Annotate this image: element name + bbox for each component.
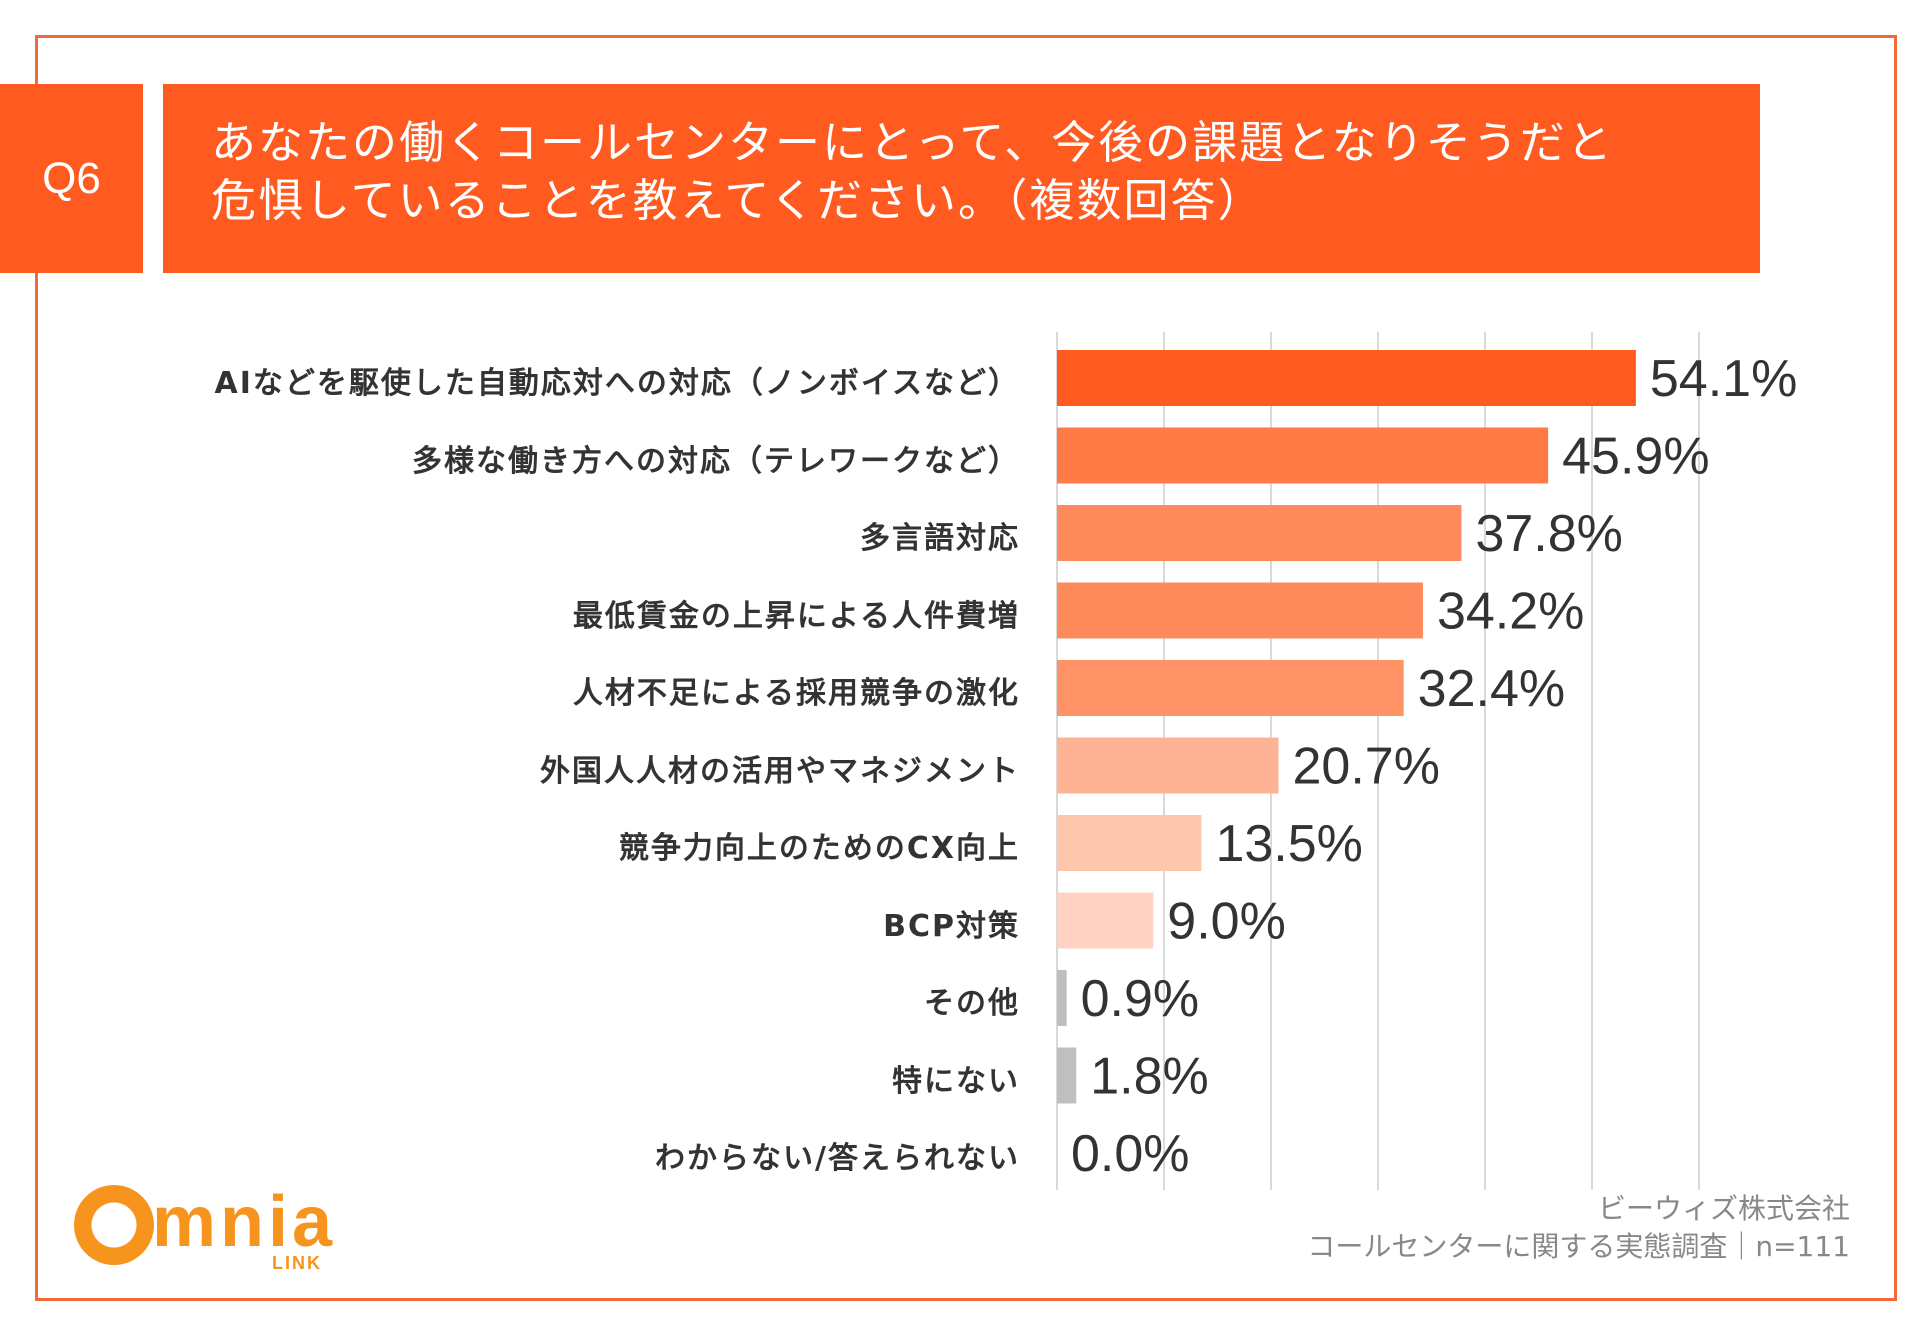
bar	[1057, 427, 1549, 484]
category-label: 多様な働き方への対応（テレワークなど）	[412, 443, 1020, 479]
category-label: BCP対策	[883, 908, 1020, 944]
bar	[1057, 892, 1154, 949]
category-label: 最低賃金の上昇による人件費増	[572, 598, 1020, 634]
chart-frame	[35, 35, 1897, 1301]
category-label: 特にない	[892, 1063, 1020, 1099]
category-label: 外国人人材の活用やマネジメント	[540, 753, 1020, 789]
question-banner: あなたの働くコールセンターにとって、今後の課題となりそうだと 危惧していることを…	[163, 84, 1760, 273]
bar	[1057, 582, 1423, 639]
data-label: 32.4%	[1418, 660, 1565, 718]
data-label: 54.1%	[1650, 350, 1797, 408]
category-label: 競争力向上のためのCX向上	[618, 831, 1020, 866]
bar	[1057, 660, 1404, 716]
bar	[1057, 970, 1067, 1026]
data-label: 0.0%	[1071, 1125, 1190, 1183]
data-label: 13.5%	[1215, 815, 1362, 873]
bar	[1057, 350, 1636, 406]
question-text-line2: 危惧していることを教えてください。（複数回答）	[211, 174, 1265, 227]
category-label: AIなどを駆使した自動応対への対応（ノンボイスなど）	[214, 366, 1020, 401]
category-label: その他	[924, 986, 1020, 1021]
logo-text: mnia	[152, 1182, 337, 1262]
omnia-link-logo: mnia LINK	[74, 1182, 334, 1275]
question-text-line1: あなたの働くコールセンターにとって、今後の課題となりそうだと	[211, 116, 1614, 169]
category-label: 人材不足による採用競争の激化	[572, 676, 1020, 711]
data-label: 37.8%	[1475, 505, 1622, 563]
data-label: 0.9%	[1081, 970, 1200, 1028]
bar	[1057, 737, 1279, 794]
bar	[1057, 815, 1202, 871]
logo-ring-icon	[74, 1185, 154, 1265]
bar	[1057, 1047, 1077, 1104]
question-number-badge: Q6	[0, 84, 143, 273]
bar	[1057, 505, 1462, 561]
question-number: Q6	[42, 153, 101, 203]
logo-subtext: LINK	[272, 1253, 322, 1273]
footer-company: ビーウィズ株式会社	[1597, 1192, 1850, 1225]
category-label: わからない/答えられない	[655, 1141, 1020, 1176]
category-label: 多言語対応	[860, 521, 1020, 556]
data-label: 45.9%	[1562, 428, 1709, 486]
data-label: 9.0%	[1167, 893, 1286, 951]
data-label: 1.8%	[1090, 1048, 1209, 1106]
data-label: 20.7%	[1292, 738, 1439, 796]
footer-survey: コールセンターに関する実態調査｜n=111	[1307, 1230, 1850, 1263]
footer: ビーウィズ株式会社 コールセンターに関する実態調査｜n=111	[1307, 1190, 1850, 1266]
data-label: 34.2%	[1437, 583, 1584, 641]
